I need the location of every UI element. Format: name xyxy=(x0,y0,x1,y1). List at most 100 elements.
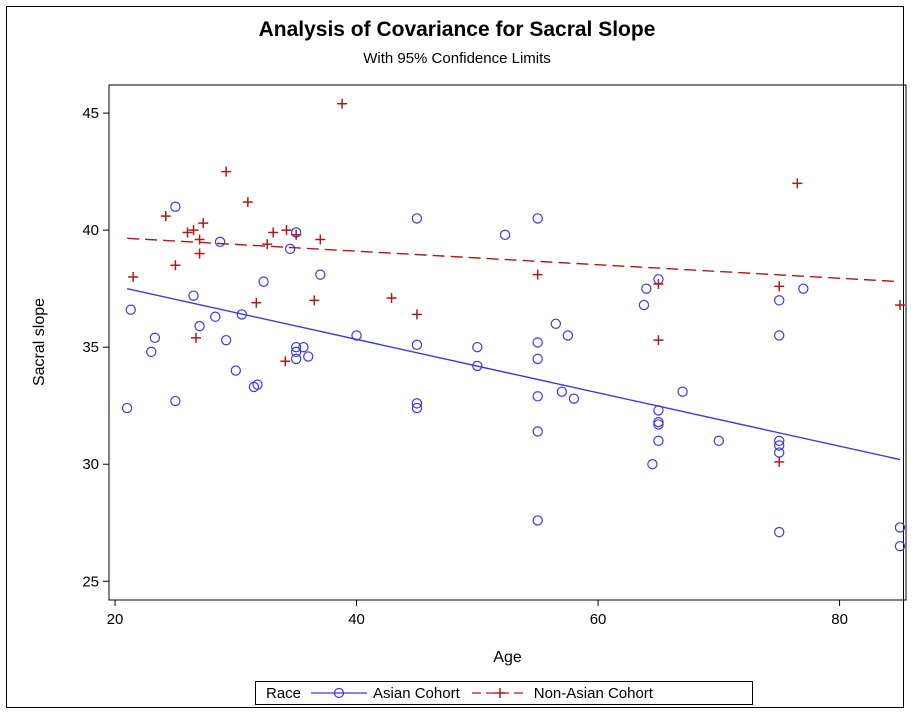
non-asian-point-5 xyxy=(190,332,201,343)
asian-point-8 xyxy=(210,311,221,322)
asian-point-35 xyxy=(532,391,543,402)
asian-point-46 xyxy=(653,405,664,416)
asian-point-41 xyxy=(568,393,580,404)
x-tick-label-1: 40 xyxy=(348,611,365,628)
non-asian-point-1 xyxy=(160,211,171,222)
asian-point-50 xyxy=(677,386,688,397)
asian-point-25 xyxy=(411,213,423,224)
asian-point-9 xyxy=(214,236,226,248)
asian-point-36 xyxy=(532,426,543,437)
asian-point-0 xyxy=(121,402,133,414)
legend-label-non-asian: Non-Asian Cohort xyxy=(533,684,653,702)
non-asian-point-25 xyxy=(774,281,785,292)
x-tick-label-0: 20 xyxy=(107,611,124,628)
asian-point-47 xyxy=(653,416,664,428)
non-asian-point-12 xyxy=(262,239,273,250)
asian-point-7 xyxy=(194,320,205,332)
asian-point-48 xyxy=(653,419,664,430)
non-asian-point-2 xyxy=(170,260,181,271)
asian-point-34 xyxy=(532,353,543,365)
fit-line-non-asian xyxy=(127,237,901,283)
legend-non-asian-swatch-icon xyxy=(471,688,528,698)
x-tick-label-3: 80 xyxy=(831,611,848,628)
legend-asian-swatch-icon xyxy=(311,687,368,699)
non-asian-point-7 xyxy=(194,248,205,259)
asian-point-49 xyxy=(653,435,664,447)
asian-point-31 xyxy=(499,229,511,241)
asian-point-32 xyxy=(532,213,543,224)
asian-point-2 xyxy=(146,346,157,358)
asian-point-54 xyxy=(774,435,785,447)
non-asian-point-15 xyxy=(281,225,292,236)
asian-point-19 xyxy=(290,346,302,358)
non-asian-point-16 xyxy=(291,229,302,240)
asian-point-27 xyxy=(411,398,423,409)
legend-item-asian: Asian Cohort xyxy=(311,685,472,702)
y-tick-label-4: 45 xyxy=(82,105,99,122)
asian-point-60 xyxy=(894,540,906,552)
non-asian-point-22 xyxy=(532,269,543,280)
non-asian-point-9 xyxy=(221,166,232,177)
asian-point-21 xyxy=(298,341,309,353)
non-asian-point-27 xyxy=(792,178,803,189)
chart-title: Analysis of Covariance for Sacral Slope xyxy=(258,18,656,41)
non-asian-point-20 xyxy=(386,293,397,304)
non-asian-point-19 xyxy=(337,98,348,109)
asian-point-10 xyxy=(220,334,232,346)
non-asian-point-11 xyxy=(251,297,262,308)
asian-point-12 xyxy=(236,309,248,320)
non-asian-point-26 xyxy=(774,456,785,467)
non-asian-point-8 xyxy=(198,218,209,229)
asian-point-23 xyxy=(315,269,326,280)
asian-point-20 xyxy=(290,353,302,365)
asian-point-26 xyxy=(411,339,423,351)
y-axis-label: Sacral slope xyxy=(31,298,48,386)
y-tick-label-2: 35 xyxy=(82,339,99,356)
plot-area xyxy=(108,84,907,601)
asian-point-37 xyxy=(532,515,543,526)
asian-point-5 xyxy=(170,395,181,407)
y-tick-label-0: 25 xyxy=(82,573,99,590)
non-asian-point-4 xyxy=(188,225,199,236)
asian-point-28 xyxy=(411,402,423,414)
fit-line-asian xyxy=(126,287,901,461)
asian-point-22 xyxy=(303,351,314,362)
y-tick-label-3: 40 xyxy=(82,222,99,239)
asian-point-38 xyxy=(550,318,562,329)
asian-point-55 xyxy=(774,440,785,451)
asian-point-11 xyxy=(230,365,241,376)
non-asian-point-6 xyxy=(194,234,205,245)
non-asian-point-21 xyxy=(411,309,422,320)
asian-point-53 xyxy=(774,330,785,341)
chart-subtitle: With 95% Confidence Limits xyxy=(363,50,551,67)
legend: Race Asian Cohort Non-Asian Cohort xyxy=(255,681,753,705)
legend-title: Race xyxy=(266,684,302,702)
asian-point-52 xyxy=(774,295,785,306)
asian-point-15 xyxy=(258,276,269,287)
non-asian-point-3 xyxy=(182,227,193,238)
asian-point-4 xyxy=(170,201,181,212)
asian-point-24 xyxy=(351,330,362,341)
legend-label-asian: Asian Cohort xyxy=(373,684,460,702)
asian-point-33 xyxy=(532,337,543,348)
non-asian-point-18 xyxy=(315,234,326,245)
asian-point-3 xyxy=(149,332,161,344)
asian-point-57 xyxy=(774,526,785,538)
asian-point-16 xyxy=(284,243,296,255)
non-asian-point-0 xyxy=(128,271,139,282)
non-asian-point-24 xyxy=(653,335,664,346)
x-axis-label: Age xyxy=(493,649,522,666)
asian-point-14 xyxy=(252,379,263,390)
asian-point-59 xyxy=(894,522,906,533)
non-asian-point-14 xyxy=(280,356,291,367)
asian-point-18 xyxy=(290,341,302,353)
non-asian-point-28 xyxy=(894,300,905,311)
x-tick-label-2: 60 xyxy=(590,611,607,628)
asian-point-56 xyxy=(774,447,785,458)
non-asian-point-13 xyxy=(268,227,279,238)
asian-point-40 xyxy=(562,330,574,341)
asian-point-44 xyxy=(647,459,658,470)
chart-frame xyxy=(6,6,904,708)
asian-point-58 xyxy=(798,283,809,294)
